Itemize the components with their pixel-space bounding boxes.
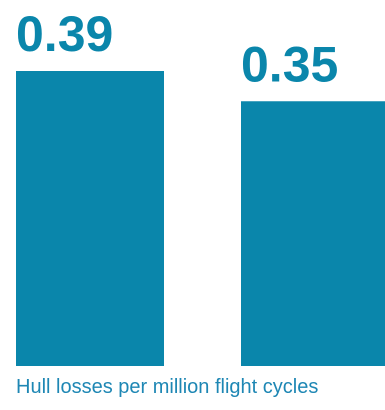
bar-1 (16, 71, 164, 366)
chart-caption: Hull losses per million flight cycles (16, 376, 319, 398)
bar-value-label-2: 0.35 (241, 36, 338, 92)
bar-value-label-1: 0.39 (16, 6, 113, 62)
bar-2 (241, 101, 385, 366)
